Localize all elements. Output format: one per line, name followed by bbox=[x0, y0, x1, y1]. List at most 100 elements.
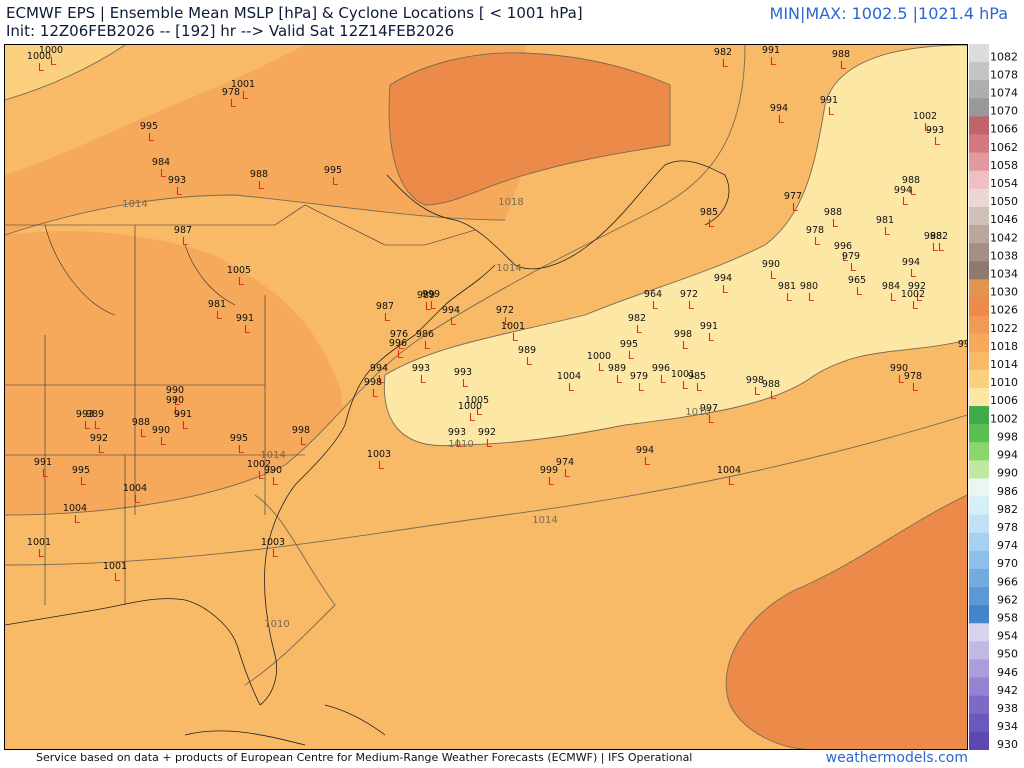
cyclone-pressure-label: 994 bbox=[894, 185, 912, 196]
low-pressure-symbol: L bbox=[770, 269, 777, 282]
low-pressure-symbol: L bbox=[397, 348, 404, 361]
cyclone-pressure-label: 994 bbox=[714, 273, 732, 284]
colorbar-swatch bbox=[969, 442, 989, 461]
colorbar-swatch bbox=[969, 695, 989, 715]
cyclone-pressure-label: 995 bbox=[230, 433, 248, 444]
low-pressure-symbol: L bbox=[134, 493, 141, 506]
cyclone-pressure-label: 1000 bbox=[587, 351, 611, 362]
cyclone-pressure-label: 989 bbox=[86, 409, 104, 420]
forecast-map[interactable]: 1014 1018 1014 1010 1010 1014 1014 1010 1000 L 10… bbox=[4, 44, 968, 750]
colorbar-swatch bbox=[969, 44, 989, 63]
low-pressure-symbol: L bbox=[638, 381, 645, 394]
colorbar-tick-label: 998 bbox=[997, 430, 1018, 443]
low-pressure-symbol: L bbox=[242, 89, 249, 102]
colorbar-swatch bbox=[969, 134, 989, 154]
isobar-line bbox=[5, 45, 746, 516]
colorbar-tick-label: 958 bbox=[997, 612, 1018, 625]
cyclone-pressure-label: 990 bbox=[166, 395, 184, 406]
isobar-line bbox=[5, 45, 126, 101]
low-pressure-symbol: L bbox=[114, 571, 121, 584]
colorbar-tick-label: 1054 bbox=[990, 177, 1018, 190]
footer-site-link[interactable]: weathermodels.com bbox=[825, 750, 968, 766]
cyclone-locations: 1000L1000L978L1001L995L984L993L988L995L1… bbox=[27, 45, 967, 584]
isobar-labels: 1014 1018 1014 1010 1010 1014 1014 1010 bbox=[122, 197, 710, 630]
colorbar-tick-label: 1026 bbox=[990, 304, 1018, 317]
low-pressure-symbol: L bbox=[660, 373, 667, 386]
low-pressure-symbol: L bbox=[890, 291, 897, 304]
great-lakes-outline bbox=[44, 224, 236, 316]
cyclone-pressure-label: 996 bbox=[652, 363, 670, 374]
colorbar-tick-label: 1030 bbox=[990, 286, 1018, 299]
low-pressure-symbol: L bbox=[140, 427, 147, 440]
pressure-field-1014-nw bbox=[5, 45, 305, 175]
colorbar-tick-label: 990 bbox=[997, 467, 1018, 480]
cyclone-pressure-label: 1004 bbox=[123, 483, 147, 494]
colorbar-tick-label: 994 bbox=[997, 449, 1018, 462]
low-pressure-symbol: L bbox=[74, 513, 81, 526]
colorbar-tick-label: 982 bbox=[997, 503, 1018, 516]
isobar-label: 1014 bbox=[260, 450, 285, 461]
cyclone-pressure-label: 985 bbox=[700, 207, 718, 218]
cyclone-pressure-label: 990 bbox=[152, 425, 170, 436]
low-pressure-symbol: L bbox=[384, 311, 391, 324]
low-pressure-symbol: L bbox=[425, 300, 432, 313]
cyclone-pressure-label: 988 bbox=[832, 49, 850, 60]
isobar-line bbox=[244, 494, 336, 686]
low-pressure-symbol: L bbox=[548, 475, 555, 488]
low-pressure-symbol: L bbox=[856, 285, 863, 298]
cyclone-pressure-label: 1001 bbox=[501, 321, 525, 332]
cyclone-pressure-label: 1002 bbox=[913, 111, 937, 122]
coastline-east-us bbox=[259, 264, 496, 706]
low-pressure-symbol: L bbox=[216, 309, 223, 322]
cyclone-pressure-label: 987 bbox=[174, 225, 192, 236]
cyclone-pressure-label: 1001 bbox=[27, 537, 51, 548]
colorbar-swatch bbox=[969, 605, 989, 624]
colorbar-tick-label: 1038 bbox=[990, 249, 1018, 262]
cyclone-pressure-label: 1004 bbox=[557, 371, 581, 382]
cyclone-pressure-label: 1002 bbox=[247, 459, 271, 470]
cyclone-pressure-label: 989 bbox=[518, 345, 536, 356]
cyclone-pressure-label: 982 bbox=[628, 313, 646, 324]
low-pressure-symbol: L bbox=[912, 381, 919, 394]
colorbar-tick-label: 942 bbox=[997, 684, 1018, 697]
colorbar-swatch bbox=[969, 496, 989, 516]
cyclone-pressure-label: 984 bbox=[882, 281, 900, 292]
low-pressure-symbol: L bbox=[94, 419, 101, 432]
low-pressure-symbol: L bbox=[430, 299, 437, 312]
low-pressure-symbol: L bbox=[50, 55, 57, 68]
cyclone-pressure-label: 997 bbox=[700, 403, 718, 414]
low-pressure-symbol: L bbox=[938, 241, 945, 254]
colorbar-tick-label: 1082 bbox=[990, 50, 1018, 63]
low-pressure-symbol: L bbox=[420, 373, 427, 386]
isobar-label: 1014 bbox=[122, 199, 147, 210]
cyclone-pressure-label: 978 bbox=[222, 87, 240, 98]
colorbar-swatch bbox=[969, 333, 989, 353]
colorbar-tick-label: 1070 bbox=[990, 105, 1018, 118]
colorbar-tick-label: 1058 bbox=[990, 159, 1018, 172]
low-pressure-symbol: L bbox=[238, 443, 245, 456]
cyclone-pressure-label: 988 bbox=[902, 175, 920, 186]
colorbar-swatch bbox=[969, 188, 989, 208]
cyclone-pressure-label: 996 bbox=[389, 338, 407, 349]
colorbar-swatch bbox=[969, 713, 989, 733]
low-pressure-symbol: L bbox=[378, 459, 385, 472]
cyclone-pressure-label: 979 bbox=[630, 371, 648, 382]
